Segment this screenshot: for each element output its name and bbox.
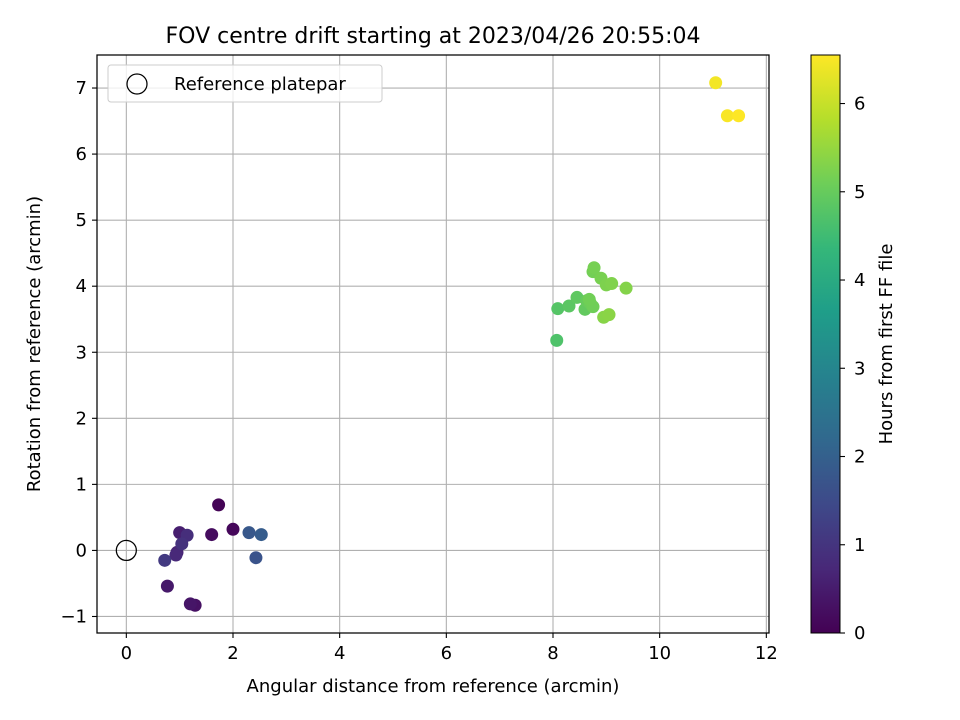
data-point (587, 261, 601, 275)
reference-marker-group (115, 539, 137, 562)
data-point (205, 528, 219, 542)
colorbar-label: Hours from first FF file (876, 244, 897, 445)
data-point (169, 548, 183, 562)
x-tick-label: 0 (121, 643, 132, 664)
data-point (709, 76, 723, 90)
data-point (582, 292, 596, 306)
colorbar-tick-label: 2 (854, 447, 865, 468)
colorbar-tick-label: 1 (854, 535, 865, 556)
data-point (226, 522, 240, 536)
legend-label: Reference platepar (174, 74, 346, 95)
colorbar-ticks: 0 1 2 3 4 5 6 (840, 94, 865, 644)
data-point (183, 597, 197, 611)
x-tick-label: 4 (334, 643, 345, 664)
data-point (242, 526, 256, 540)
colorbar-tick-label: 5 (854, 182, 865, 203)
y-tick-label: 7 (76, 78, 87, 99)
data-point (160, 579, 174, 593)
chart-title: FOV centre drift starting at 2023/04/26 … (166, 24, 701, 49)
data-point (605, 277, 619, 291)
data-point (619, 281, 633, 295)
data-point (212, 498, 226, 512)
x-axis-ticks: 0 2 4 6 8 10 12 (121, 633, 778, 664)
y-tick-label: 3 (76, 342, 87, 363)
colorbar-tick-label: 4 (854, 270, 865, 291)
y-tick-label: 1 (76, 474, 87, 495)
data-points (158, 76, 746, 612)
colorbar: 0 1 2 3 4 5 6 Hours from first FF file (810, 54, 897, 644)
y-tick-label: 6 (76, 144, 87, 165)
x-tick-label: 6 (441, 643, 452, 664)
y-tick-label: 4 (76, 276, 87, 297)
legend-box (107, 64, 383, 103)
data-point (720, 109, 734, 123)
x-tick-label: 8 (547, 643, 558, 664)
data-point (562, 299, 576, 313)
legend-marker-icon (126, 73, 148, 95)
data-point (551, 302, 565, 316)
data-point (158, 553, 172, 567)
y-tick-label: −1 (60, 606, 87, 627)
colorbar-tick-label: 0 (854, 623, 865, 644)
colorbar-tick-label: 3 (854, 358, 865, 379)
colorbar-gradient (810, 54, 841, 634)
x-axis-label: Angular distance from reference (arcmin) (247, 676, 620, 697)
y-axis-ticks: −1 0 1 2 3 4 5 6 7 (60, 78, 97, 627)
data-point (249, 551, 263, 565)
y-tick-label: 2 (76, 408, 87, 429)
data-point (550, 333, 564, 347)
data-point (732, 109, 746, 123)
x-tick-label: 10 (648, 643, 671, 664)
y-tick-label: 5 (76, 210, 87, 231)
data-point (254, 528, 268, 542)
plot-frame (96, 54, 770, 634)
y-axis-label: Rotation from reference (arcmin) (24, 196, 45, 492)
data-point (602, 308, 616, 322)
y-tick-label: 0 (76, 540, 87, 561)
x-tick-label: 2 (227, 643, 238, 664)
legend: Reference platepar (107, 64, 383, 103)
data-point (175, 537, 189, 551)
x-tick-label: 12 (755, 643, 778, 664)
colorbar-tick-label: 6 (854, 94, 865, 115)
reference-marker (115, 539, 137, 562)
grid-lines (97, 55, 769, 633)
